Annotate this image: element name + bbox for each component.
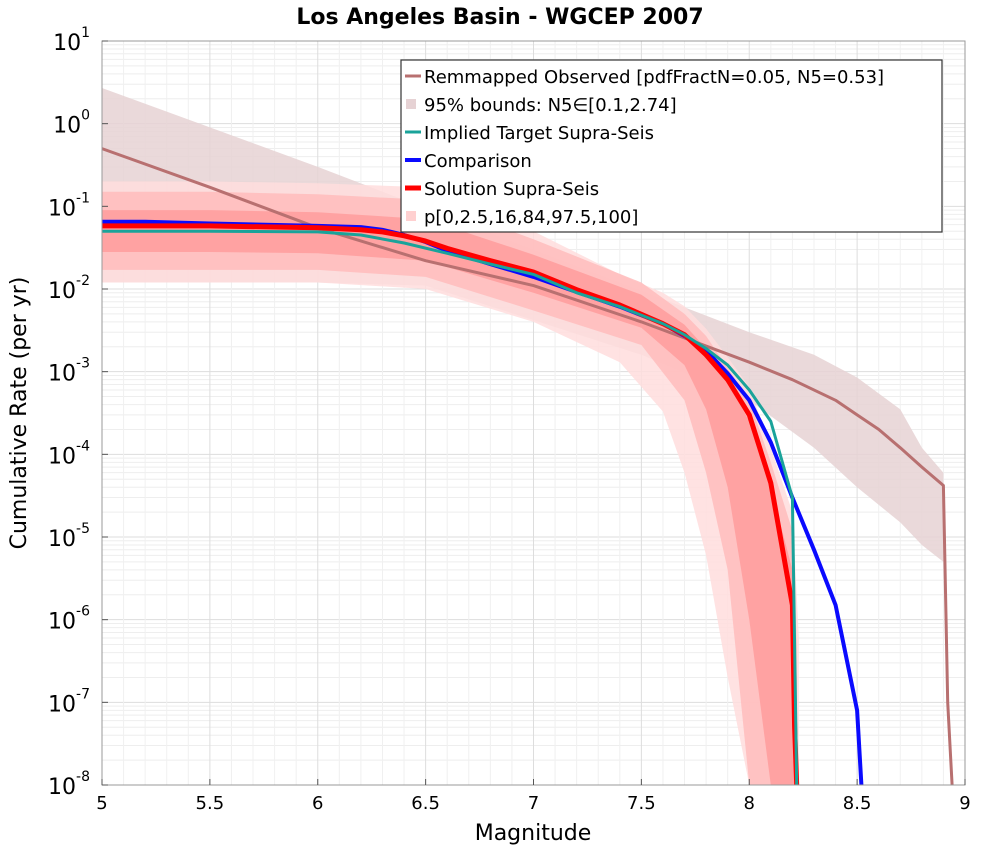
legend-label: Solution Supra-Seis: [424, 179, 599, 200]
y-tick-label: 10-1: [48, 190, 90, 221]
series-lines: [101, 147, 954, 786]
x-tick-label: 6.5: [411, 793, 440, 814]
x-tick-label: 5.5: [196, 793, 225, 814]
chart-title: Los Angeles Basin - WGCEP 2007: [296, 5, 703, 30]
y-tick-label: 10-7: [48, 686, 90, 717]
legend-label: p[0,2.5,16,84,97.5,100]: [424, 207, 638, 228]
y-tick-label: 10-4: [48, 438, 90, 469]
y-axis: 10-8 10-7 10-6 10-5 10-4 10-3 10-2 10-1 100 101: [48, 25, 108, 800]
x-tick-label: 5: [96, 793, 107, 814]
y-tick-label: 10-8: [48, 769, 90, 800]
y-tick-label: 10-5: [48, 521, 90, 552]
y-tick-label: 10-3: [48, 356, 90, 387]
y-tick-label: 10-2: [48, 273, 90, 304]
x-axis: 5 5.5 6 6.5 7 7.5 8 8.5 9: [96, 779, 971, 814]
x-axis-label: Magnitude: [475, 821, 592, 846]
series-line-0: [101, 147, 954, 786]
legend-swatch: [406, 99, 416, 109]
legend-box: [400, 59, 943, 233]
legend-label: Comparison: [424, 151, 532, 172]
legend-label: Remmapped Observed [pdfFractN=0.05, N5=0…: [424, 67, 884, 88]
x-tick-label: 8.5: [843, 793, 872, 814]
series-line-3: [102, 223, 800, 786]
x-tick-label: 9: [959, 793, 970, 814]
legend-label: 95% bounds: N5∈[0.1,2.74]: [424, 95, 677, 116]
x-tick-label: 7.5: [627, 793, 656, 814]
series-line-1: [102, 229, 799, 786]
y-tick-label: 101: [53, 25, 90, 56]
legend: Remmapped Observed [pdfFractN=0.05, N5=0…: [400, 59, 943, 233]
legend-label: Implied Target Supra-Seis: [424, 123, 654, 144]
bands: [102, 88, 944, 786]
y-tick-label: 10-6: [48, 604, 90, 635]
y-tick-label: 100: [53, 108, 90, 139]
x-tick-label: 8: [744, 793, 755, 814]
y-axis-label: Cumulative Rate (per yr): [7, 277, 32, 550]
legend-swatch: [406, 211, 416, 221]
x-tick-label: 6: [312, 793, 323, 814]
x-tick-label: 7: [528, 793, 539, 814]
